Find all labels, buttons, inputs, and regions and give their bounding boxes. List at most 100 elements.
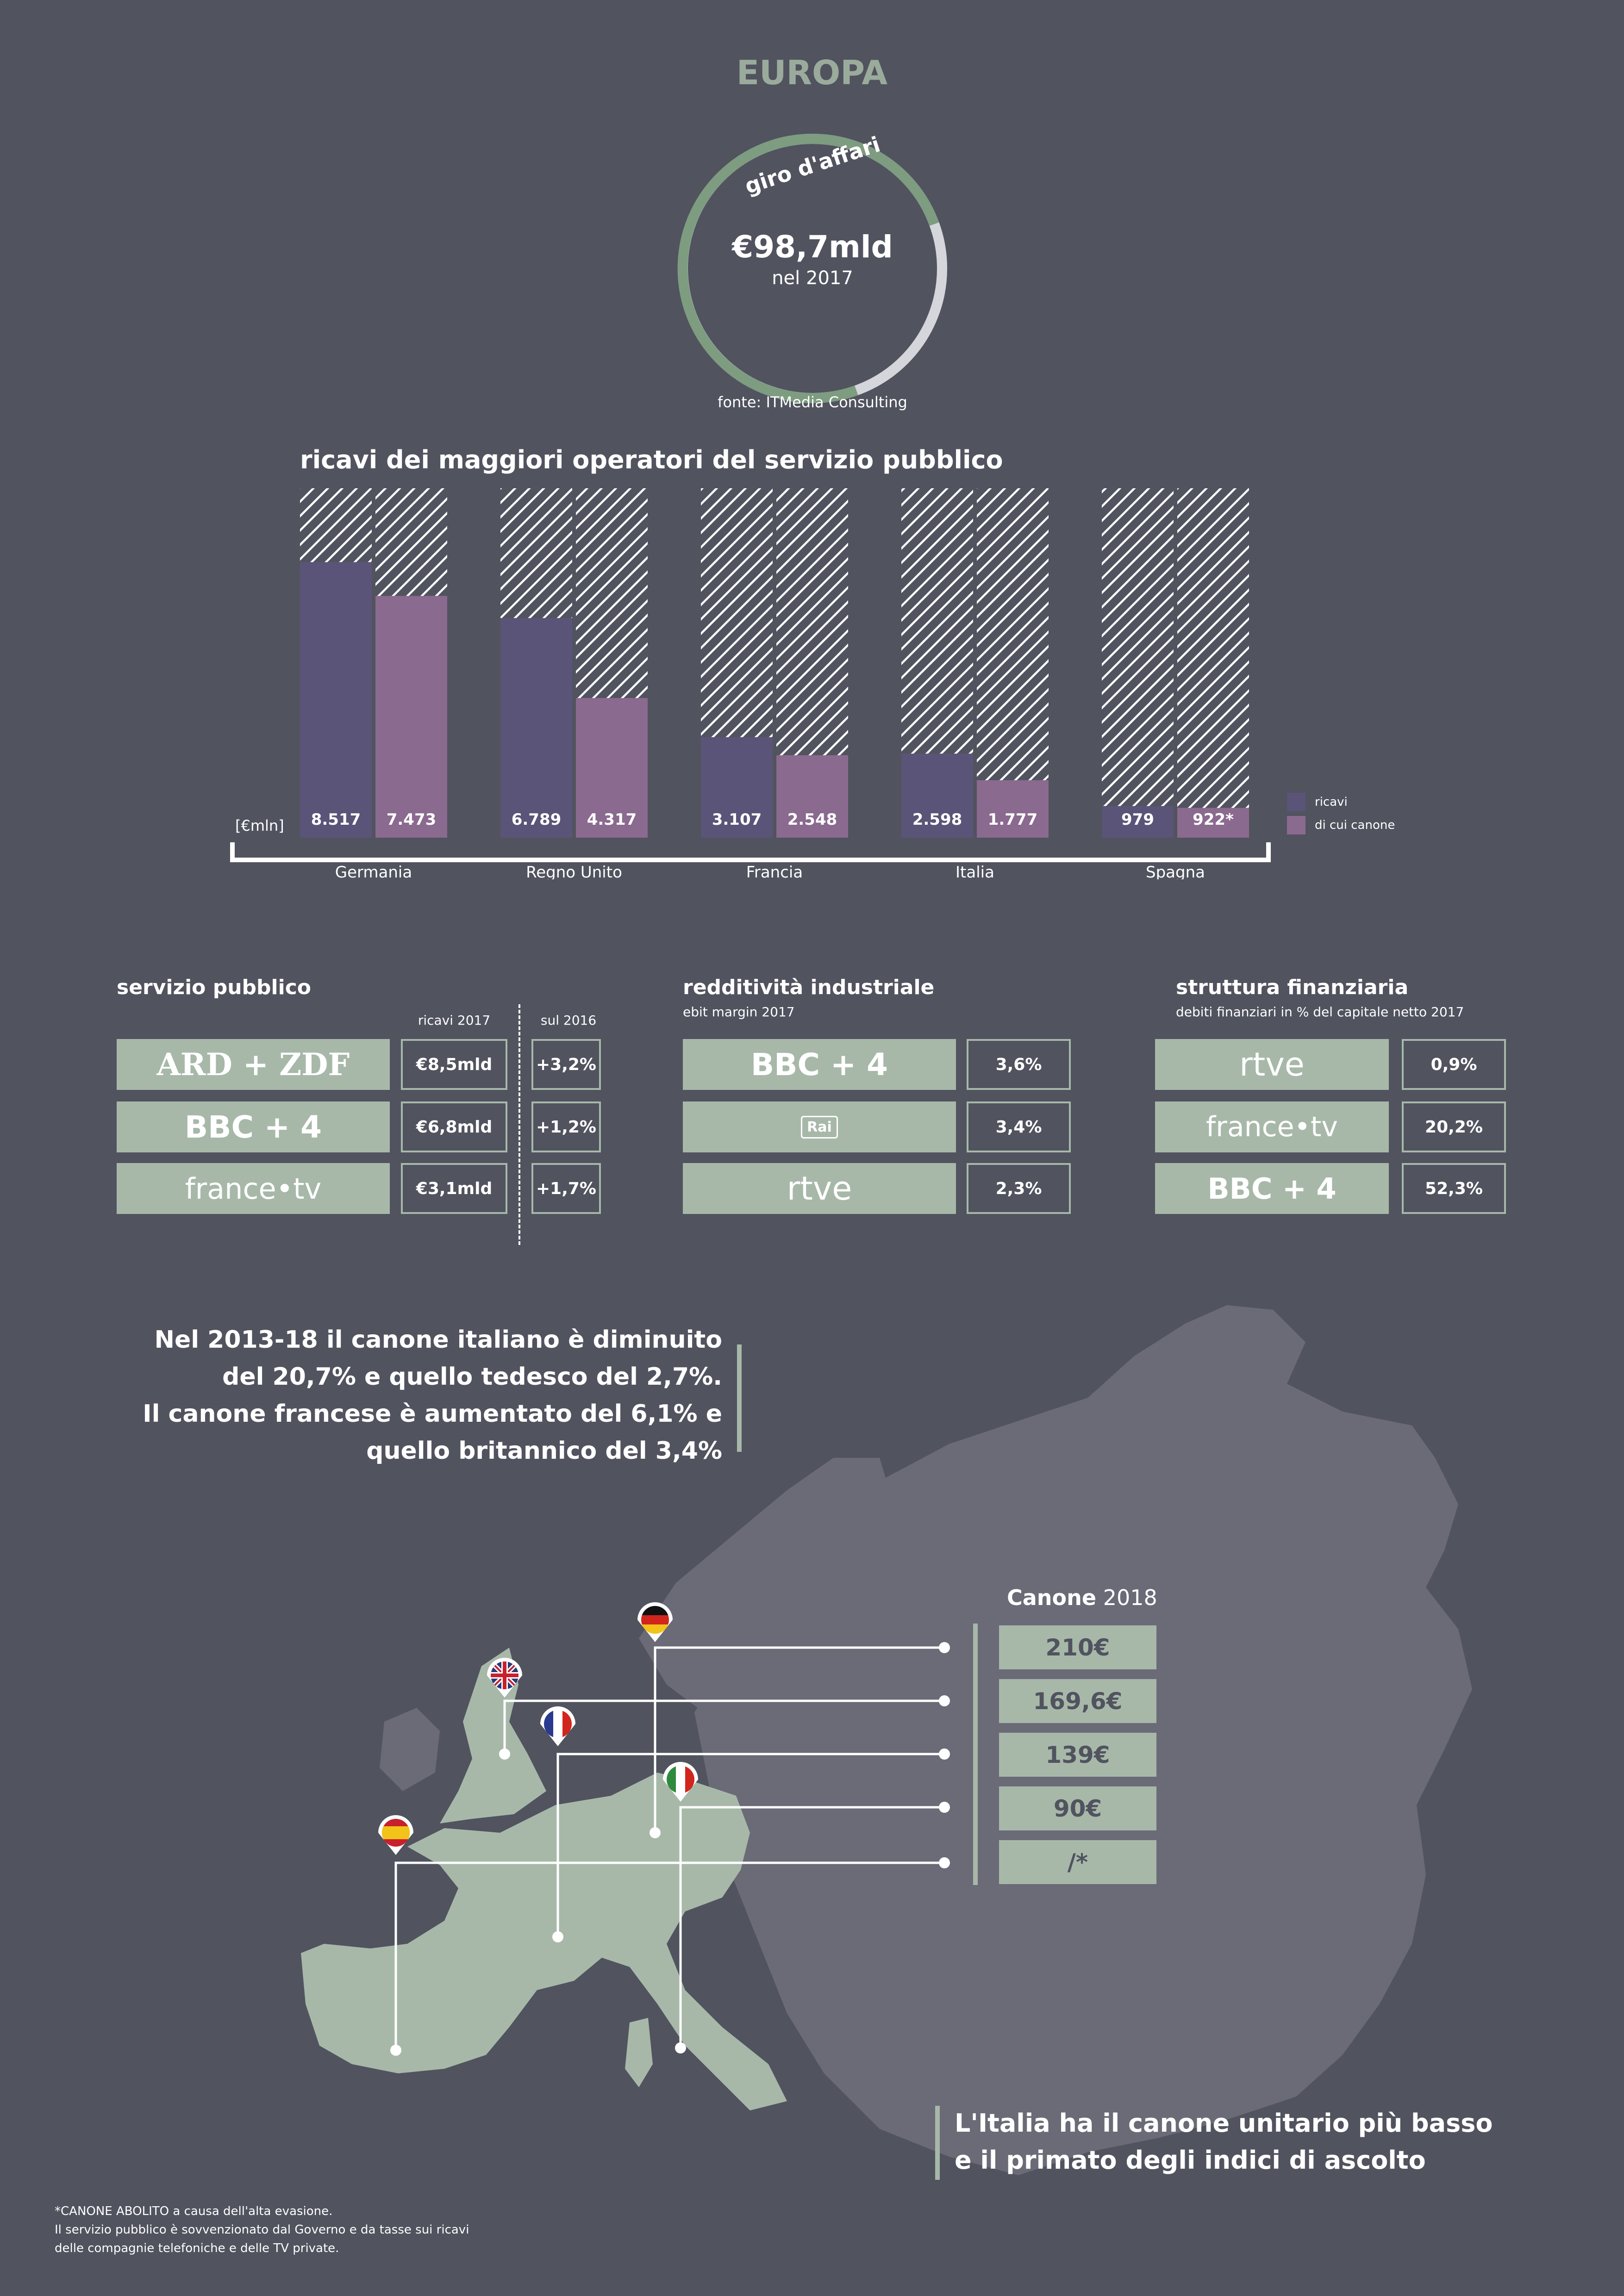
- category-label: Francia: [746, 863, 803, 879]
- bbc-4-logo-text: BBC + 4: [750, 1046, 888, 1083]
- bar-ricavi: [1102, 806, 1174, 838]
- canone-value-5: /*: [999, 1840, 1156, 1884]
- category-label: Spagna: [1146, 863, 1205, 879]
- ireland: [380, 1708, 440, 1791]
- canone-value-4: 90€: [999, 1786, 1156, 1830]
- struttura-value-3: 52,3%: [1402, 1163, 1506, 1214]
- bbc-4-logo: BBC + 4: [117, 1101, 390, 1152]
- footnote-line-3: delle compagnie telefoniche e delle TV p…: [55, 2241, 339, 2255]
- category-label: Regno Unito: [526, 863, 622, 879]
- rai-logo-text: Rai: [801, 1115, 838, 1139]
- servizio-delta-1: +3,2%: [531, 1039, 601, 1090]
- connector-uk: [503, 1699, 944, 1754]
- revenue-ring: [677, 134, 947, 404]
- servizio-value-3: €3,1mld: [401, 1163, 507, 1214]
- bar-ricavi: [300, 562, 372, 838]
- rtve-logo-text: rtve: [1239, 1045, 1305, 1083]
- servizio-col2: sul 2016: [540, 1013, 597, 1028]
- italy-flag-icon: [663, 1762, 698, 1802]
- category-label: Germania: [335, 863, 412, 879]
- dot-end-2: [939, 1695, 950, 1706]
- rtve-logo-text: rtve: [787, 1170, 852, 1207]
- bar-canone: [1177, 808, 1249, 838]
- ring-year: nel 2017: [772, 268, 853, 289]
- germany-flag-icon: [637, 1602, 673, 1642]
- bar-background-ricavi: [1102, 488, 1174, 838]
- western-europe-highlight: [301, 1773, 787, 2110]
- bar-value-label: 2.548: [787, 810, 837, 829]
- bar-value-label: 1.777: [988, 810, 1038, 829]
- rai-logo: Rai: [683, 1101, 956, 1152]
- bar-background-canone: [1177, 488, 1249, 838]
- bar-ricavi: [901, 753, 973, 838]
- bar-ricavi: [500, 618, 572, 838]
- servizio-col1: ricavi 2017: [418, 1013, 491, 1028]
- dot-end-4: [939, 1802, 950, 1813]
- france-flag-icon: [540, 1706, 575, 1746]
- quote-bar: [737, 1344, 742, 1452]
- connector-spain: [394, 1861, 944, 2050]
- canone-value-3: 139€: [999, 1733, 1156, 1777]
- great-britain: [440, 1648, 546, 1823]
- footnote: *CANONE ABOLITO a causa dell'alta evasio…: [55, 2202, 469, 2258]
- servizio-value-1: €8,5mld: [401, 1039, 507, 1090]
- struttura-subtitle: debiti finanziari in % del capitale nett…: [1176, 1004, 1464, 1020]
- struttura-value-2: 20,2%: [1402, 1101, 1506, 1152]
- france-tv-logo-text: france•tv: [185, 1171, 322, 1206]
- bbc-4-logo-text: BBC + 4: [184, 1109, 322, 1145]
- quote-line-3: Il canone francese è aumentato del 6,1% …: [143, 1400, 722, 1428]
- legend-swatch-canone: [1287, 816, 1305, 834]
- redditivita-value-3: 2,3%: [967, 1163, 1071, 1214]
- page-title: EUROPA: [736, 53, 888, 92]
- canone-bar: [973, 1624, 978, 1885]
- category-label: Italia: [956, 863, 994, 879]
- bar-canone: [576, 698, 648, 838]
- bar-value-label: 922*: [1193, 810, 1234, 829]
- bar-background-canone: [977, 488, 1049, 838]
- dot-end-5: [939, 1857, 950, 1868]
- servizio-delta-2: +1,2%: [531, 1101, 601, 1152]
- redditivita-subtitle: ebit margin 2017: [683, 1004, 795, 1020]
- quote-line-1: Nel 2013-18 il canone italiano è diminui…: [154, 1326, 722, 1354]
- bar-value-label: 979: [1121, 810, 1154, 829]
- italia-note-line-1: L'Italia ha il canone unitario più basso: [955, 2109, 1493, 2138]
- ard-zdf-logo: ARD + ZDF: [117, 1039, 390, 1090]
- dot-italy: [675, 2042, 686, 2053]
- quote-line-4: quello britannico del 3,4%: [366, 1437, 722, 1465]
- canone-value-1: 210€: [999, 1625, 1156, 1669]
- bbc-4-logo-text: BBC + 4: [1207, 1171, 1337, 1206]
- footnote-line-1: *CANONE ABOLITO a causa dell'alta evasio…: [55, 2204, 333, 2218]
- rtve-logo: rtve: [683, 1163, 956, 1214]
- source-note: fonte: ITMedia Consulting: [718, 393, 907, 411]
- connector-germany: [654, 1646, 944, 1833]
- servizio-value-2: €6,8mld: [401, 1101, 507, 1152]
- ard-zdf-logo-text: ARD + ZDF: [156, 1046, 350, 1083]
- quote-text: Nel 2013-18 il canone italiano è diminui…: [69, 1321, 722, 1469]
- canone-title-bold: Canone: [1007, 1585, 1097, 1610]
- france-tv-logo: france•tv: [117, 1163, 390, 1214]
- uk-flag-icon: [487, 1658, 522, 1698]
- bar-ricavi: [701, 737, 773, 838]
- bar-canone: [776, 755, 848, 838]
- unit-label: [€mln]: [235, 817, 284, 834]
- bar-value-label: 2.598: [912, 810, 962, 829]
- legend-label-ricavi: ricavi: [1315, 795, 1348, 809]
- italia-note-bar: [935, 2106, 940, 2180]
- corsica-sardinia: [625, 2018, 653, 2087]
- legend-label-canone: di cui canone: [1315, 818, 1395, 832]
- dot-end-1: [939, 1642, 950, 1653]
- italia-note: L'Italia ha il canone unitario più basso…: [955, 2105, 1493, 2179]
- canone-value-2: 169,6€: [999, 1679, 1156, 1723]
- redditivita-value-1: 3,6%: [967, 1039, 1071, 1090]
- revenue-bar-chart: 8.517 7.473 Germania 6.789 4.317 Regno Unito 3…: [230, 488, 1271, 879]
- bar-value-label: 3.107: [712, 810, 762, 829]
- connector-italy: [679, 1806, 944, 2048]
- struttura-title: struttura finanziaria: [1176, 976, 1409, 999]
- bar-value-label: 7.473: [387, 810, 437, 829]
- bbc-4-logo: BBC + 4: [683, 1039, 956, 1090]
- dot-france: [552, 1931, 563, 1942]
- italia-note-line-2: e il primato degli indici di ascolto: [955, 2146, 1426, 2175]
- ring-value: €98,7mld: [732, 229, 893, 265]
- spain-flag-icon: [378, 1815, 413, 1855]
- struttura-value-1: 0,9%: [1402, 1039, 1506, 1090]
